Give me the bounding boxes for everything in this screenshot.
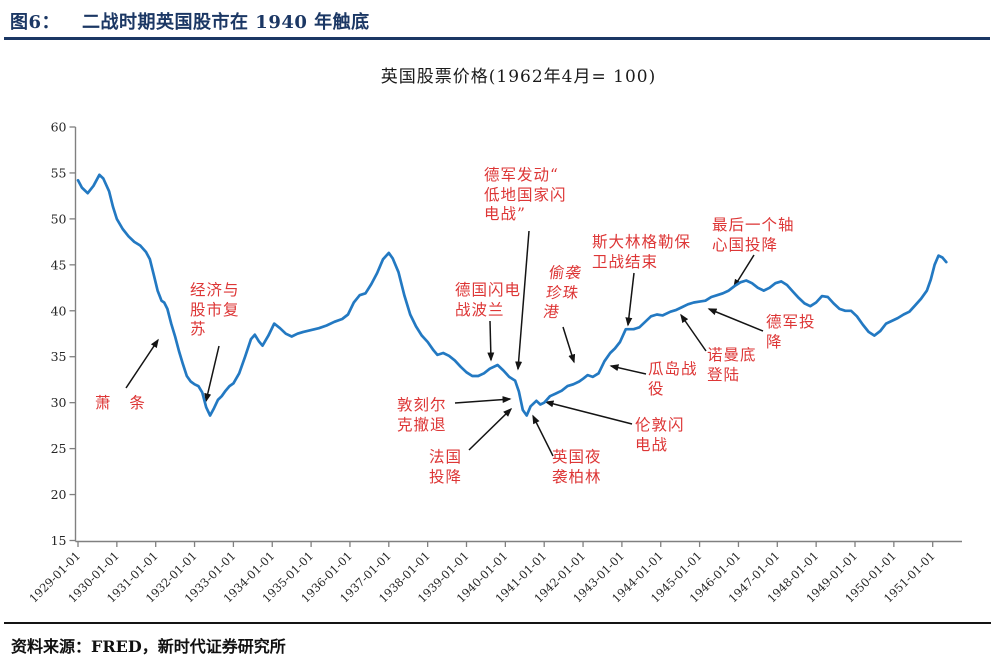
- y-tick-label: 60: [51, 119, 67, 134]
- annotation-arrow-depression: [125, 338, 159, 389]
- annotation-arrow-germany-surrender: [707, 308, 764, 332]
- figure-label: 图6：: [10, 12, 61, 33]
- annotation-arrow-dunkirk: [454, 396, 512, 404]
- annotation-arrow-last-axis-surrender: [733, 254, 755, 289]
- annotation-label-depression: 萧 条: [95, 394, 152, 412]
- bottom-divider-rule: [4, 622, 991, 624]
- source-prefix: 资料来源：: [11, 637, 92, 656]
- annotation-arrow-france-surrender: [468, 407, 513, 451]
- annotation-arrow-london-blitz: [544, 400, 633, 425]
- annotation-arrow-blitz-poland: [487, 320, 495, 362]
- y-tick-label: 40: [51, 303, 67, 318]
- annotation-label-stalingrad: 斯大林格勒保 卫战结束: [592, 233, 692, 271]
- y-tick-label: 55: [51, 165, 67, 180]
- chart-svg: 15 20 25 30 35 40 45 50 55 60 1929-01-011930-01-0…: [26, 119, 962, 606]
- annotation-label-guadalcanal: 瓜岛战 役: [648, 360, 698, 398]
- annotation-arrow-recovery: [204, 345, 220, 403]
- y-tick-label: 35: [51, 349, 67, 364]
- annotation-label-recovery: 经济与 股市复 苏: [190, 281, 240, 339]
- annotation-label-germany-surrender: 德军投 降: [766, 313, 816, 351]
- source-line: 资料来源：FRED，新时代证券研究所: [11, 633, 286, 657]
- annotation-label-dunkirk: 敦刻尔 克撤退: [397, 396, 447, 434]
- y-tick-label: 30: [51, 395, 67, 410]
- annotation-arrow-berlin-raid: [532, 414, 554, 457]
- figure-title: 图6： 二战时期英国股市在 1940 年触底: [10, 8, 370, 34]
- source-text: FRED，新时代证券研究所: [91, 637, 286, 656]
- annotation-label-berlin-raid: 英国夜 袭柏林: [552, 448, 602, 486]
- annotation-arrows: [125, 230, 764, 457]
- y-tick-label: 25: [51, 441, 67, 456]
- annotation-label-london-blitz: 伦敦闪 电战: [635, 416, 685, 454]
- x-axis-labels: 1929-01-011930-01-011931-01-011932-01-01…: [26, 549, 937, 606]
- annotation-arrow-stalingrad: [625, 272, 635, 327]
- y-axis-labels: 15 20 25 30 35 40 45 50 55 60: [51, 119, 67, 548]
- y-tick-label: 50: [51, 211, 67, 226]
- y-tick-label: 45: [51, 257, 67, 272]
- chart-title: 英国股票价格(1962年4月= 100): [380, 67, 657, 87]
- annotation-arrow-pearl-harbor: [562, 326, 576, 364]
- y-tick-label: 20: [51, 487, 67, 502]
- annotation-label-france-surrender: 法国 投降: [429, 448, 463, 486]
- figure-title-text: 二战时期英国股市在 1940 年触底: [82, 12, 370, 33]
- annotation-label-blitz-low-countries: 德军发动“ 低地国家闪 电战”: [484, 166, 567, 224]
- annotation-label-normandy: 诺曼底 登陆: [707, 346, 757, 384]
- x-axis-ticks: [77, 541, 934, 547]
- annotation-arrow-normandy: [680, 313, 707, 352]
- y-axis-ticks: [69, 126, 76, 542]
- y-tick-label: 15: [51, 533, 67, 548]
- annotation-arrow-guadalcanal: [609, 364, 647, 375]
- annotation-arrow-blitz-low-countries: [515, 230, 530, 371]
- title-divider-rule: [4, 37, 990, 40]
- axes: [74, 127, 962, 543]
- annotation-label-blitz-poland: 德国闪电 战波兰: [455, 281, 522, 319]
- uk-stock-price-line: [76, 173, 948, 417]
- annotation-label-last-axis-surrender: 最后一个轴 心国投降: [712, 216, 795, 254]
